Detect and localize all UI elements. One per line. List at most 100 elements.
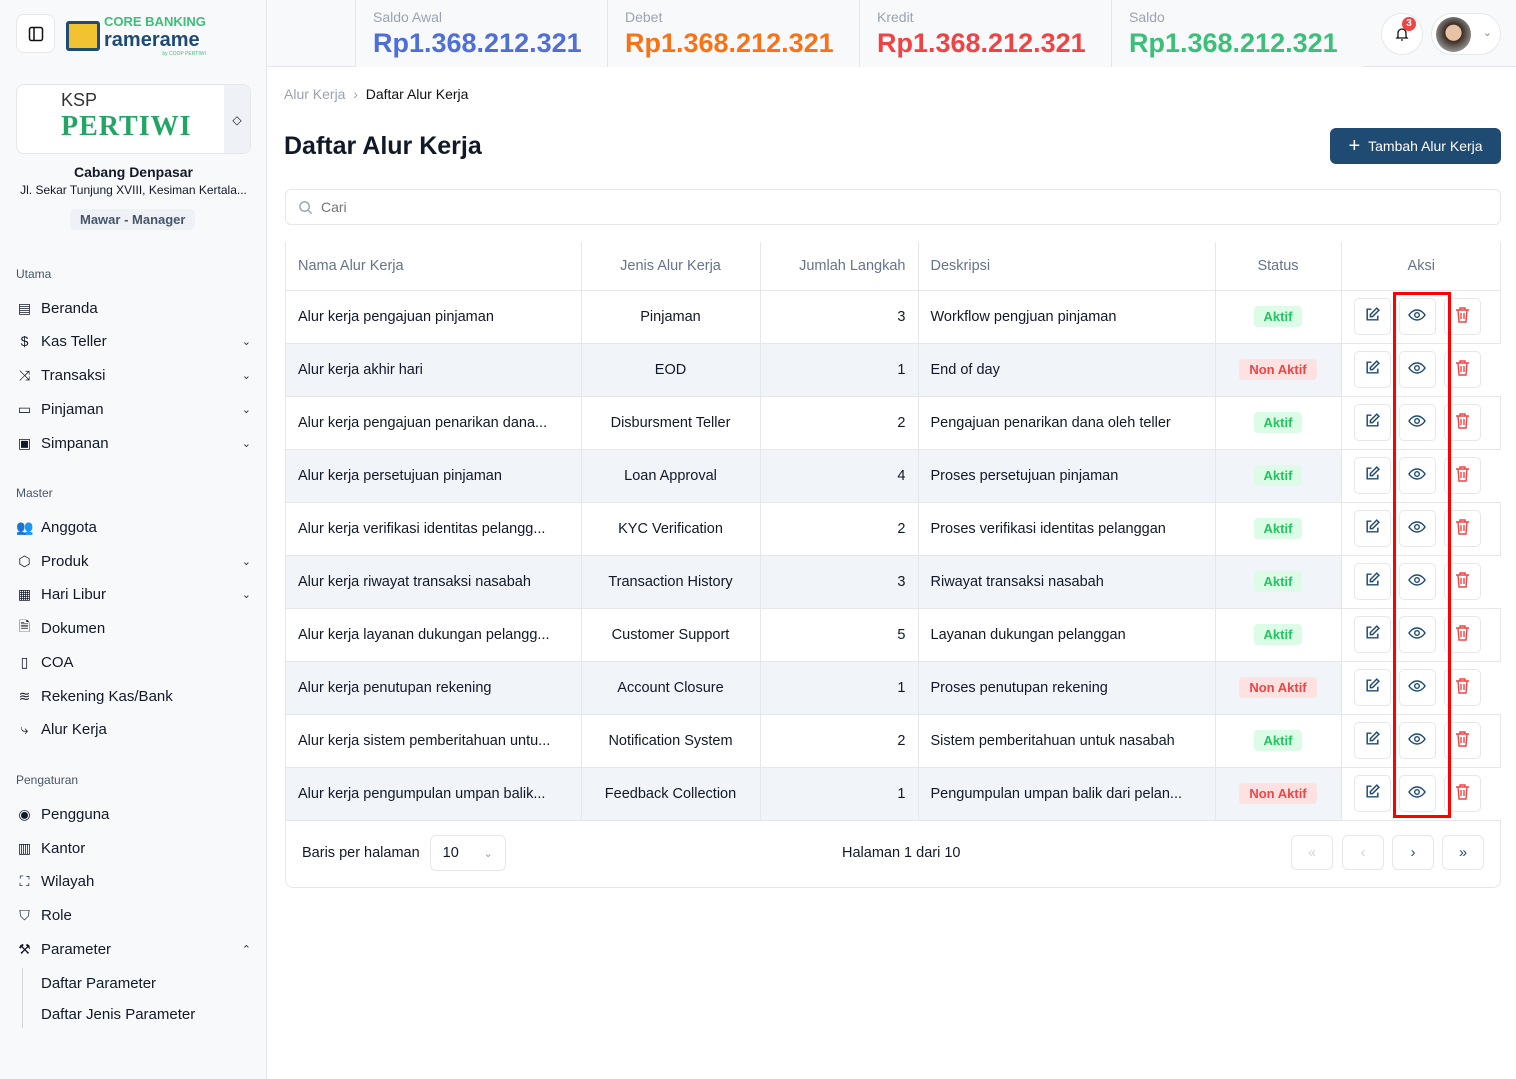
view-button[interactable] xyxy=(1398,298,1436,335)
delete-button[interactable] xyxy=(1443,616,1481,653)
view-button[interactable] xyxy=(1398,563,1436,600)
sidebar-item-pinjaman[interactable]: ▭ Pinjaman ⌄ xyxy=(16,395,251,423)
sidebar-item-simpanan[interactable]: ▣ Simpanan ⌄ xyxy=(16,429,251,457)
sidebar-item-dokumen[interactable]: 🗎 Dokumen xyxy=(16,614,251,642)
delete-button[interactable] xyxy=(1443,510,1481,547)
avatar xyxy=(1436,17,1471,52)
view-button[interactable] xyxy=(1398,722,1436,759)
sidebar-item-anggota[interactable]: 👥 Anggota xyxy=(16,513,251,541)
pagination-bar: Baris per halaman 10 ⌄ Halaman 1 dari 10 … xyxy=(286,818,1500,888)
view-button[interactable] xyxy=(1398,404,1436,441)
workflow-name: Alur kerja sistem pemberitahuan untu... xyxy=(286,714,582,768)
sidebar-item-alur-kerja[interactable]: ⤷ Alur Kerja xyxy=(16,715,251,743)
view-button[interactable] xyxy=(1398,351,1436,388)
search-input[interactable] xyxy=(321,199,1421,215)
next-page-button[interactable]: › xyxy=(1392,835,1434,870)
rows-per-page-select[interactable]: 10 ⌄ xyxy=(429,835,506,871)
view-button[interactable] xyxy=(1398,669,1436,706)
table-row: Alur kerja riwayat transaksi nasabah Tra… xyxy=(286,555,1501,609)
chevrons-left-icon: « xyxy=(1307,844,1317,861)
sidebar-item-transaksi[interactable]: ⤨ Transaksi ⌄ xyxy=(16,361,251,389)
trash-icon xyxy=(1455,412,1470,433)
file-icon: 🗎 xyxy=(18,618,31,634)
organization-switcher[interactable]: KSP PERTIWI ◇ xyxy=(16,84,251,154)
trash-icon xyxy=(1455,730,1470,751)
view-button[interactable] xyxy=(1398,616,1436,653)
edit-button[interactable] xyxy=(1353,616,1391,653)
org-logo-text: PERTIWI xyxy=(61,111,192,142)
edit-button[interactable] xyxy=(1353,351,1391,388)
sidebar-item-produk[interactable]: ⬡ Produk ⌄ xyxy=(16,547,251,575)
view-button[interactable] xyxy=(1398,457,1436,494)
sidebar-item-role[interactable]: ⛉ Role xyxy=(16,901,251,929)
sidebar-item-parameter[interactable]: ⚒ Parameter ⌃ xyxy=(16,935,251,963)
edit-icon xyxy=(1364,518,1381,539)
column-header: Status xyxy=(1215,242,1342,291)
sidebar-item-wilayah[interactable]: ⛶ Wilayah xyxy=(16,867,251,895)
trash-icon xyxy=(1455,518,1470,539)
delete-button[interactable] xyxy=(1443,669,1481,706)
add-workflow-button[interactable]: + Tambah Alur Kerja xyxy=(1330,128,1501,164)
eye-icon xyxy=(1408,679,1426,697)
edit-button[interactable] xyxy=(1353,404,1391,441)
sidebar-item-label: Hari Libur xyxy=(41,585,107,603)
workflow-description: Layanan dukungan pelanggan xyxy=(918,608,1216,662)
workflow-type: Notification System xyxy=(581,714,761,768)
delete-button[interactable] xyxy=(1443,404,1481,441)
chevron-icon: ⌄ xyxy=(241,437,251,450)
delete-button[interactable] xyxy=(1443,722,1481,759)
stat-value: Rp1.368.212.321 xyxy=(373,28,582,58)
first-page-button[interactable]: « xyxy=(1291,835,1333,870)
eye-icon xyxy=(1408,626,1426,644)
delete-button[interactable] xyxy=(1443,775,1481,812)
edit-button[interactable] xyxy=(1353,669,1391,706)
workflow-type: Feedback Collection xyxy=(581,767,761,821)
last-page-button[interactable]: » xyxy=(1442,835,1484,870)
panel-left-icon xyxy=(28,26,43,41)
section-label: Utama xyxy=(16,267,52,281)
sidebar-item-beranda[interactable]: ▤ Beranda xyxy=(16,294,251,322)
edit-button[interactable] xyxy=(1353,563,1391,600)
sidebar: CORE BANKING ramerame by COOP PERTIWI KSP … xyxy=(0,0,267,1079)
stat-label: Kredit xyxy=(877,9,914,25)
stat-label: Saldo Awal xyxy=(373,9,443,25)
chevrons-right-icon: » xyxy=(1458,844,1468,861)
edit-button[interactable] xyxy=(1353,775,1391,812)
delete-button[interactable] xyxy=(1443,457,1481,494)
chevron-down-icon: ⌄ xyxy=(1482,27,1492,39)
search-field[interactable] xyxy=(285,189,1501,225)
delete-button[interactable] xyxy=(1443,298,1481,335)
edit-button[interactable] xyxy=(1353,722,1391,759)
search-icon xyxy=(299,200,313,214)
workflow-type: Pinjaman xyxy=(581,290,761,344)
sidebar-item-label: Beranda xyxy=(41,299,98,317)
sidebar-item-rekening-kas-bank[interactable]: ≋ Rekening Kas/Bank xyxy=(16,682,251,710)
eye-icon xyxy=(1408,414,1426,432)
workflow-name: Alur kerja persetujuan pinjaman xyxy=(286,449,582,503)
delete-button[interactable] xyxy=(1443,563,1481,600)
sidebar-subitem-daftar-jenis-parameter[interactable]: Daftar Jenis Parameter xyxy=(41,1006,196,1023)
sidebar-item-coa[interactable]: ▯ COA xyxy=(16,648,251,676)
sidebar-item-kantor[interactable]: ▥ Kantor xyxy=(16,834,251,862)
monitor-logo-icon xyxy=(66,21,100,51)
step-count: 1 xyxy=(760,343,919,397)
previous-page-button[interactable]: ‹ xyxy=(1342,835,1384,870)
edit-button[interactable] xyxy=(1353,510,1391,547)
edit-button[interactable] xyxy=(1353,457,1391,494)
user-role-badge: Mawar - Manager xyxy=(70,209,196,230)
view-button[interactable] xyxy=(1398,510,1436,547)
trash-icon xyxy=(1455,677,1470,698)
sidebar-item-label: Transaksi xyxy=(41,366,106,384)
sidebar-item-kas-teller[interactable]: $ Kas Teller ⌄ xyxy=(16,327,251,355)
sidebar-item-pengguna[interactable]: ◉ Pengguna xyxy=(16,800,251,828)
sidebar-subitem-daftar-parameter[interactable]: Daftar Parameter xyxy=(41,975,157,992)
edit-button[interactable] xyxy=(1353,298,1391,335)
breadcrumb-link[interactable]: Alur Kerja xyxy=(284,86,346,102)
sidebar-item-hari-libur[interactable]: ▦ Hari Libur ⌄ xyxy=(16,580,251,608)
view-button[interactable] xyxy=(1398,775,1436,812)
chevrons-up-down-icon[interactable]: ◇ xyxy=(224,85,250,153)
user-menu-button[interactable]: ⌄ xyxy=(1431,13,1501,55)
delete-button[interactable] xyxy=(1443,351,1481,388)
notification-button[interactable] xyxy=(1381,13,1423,55)
sidebar-toggle-button[interactable] xyxy=(16,14,55,53)
